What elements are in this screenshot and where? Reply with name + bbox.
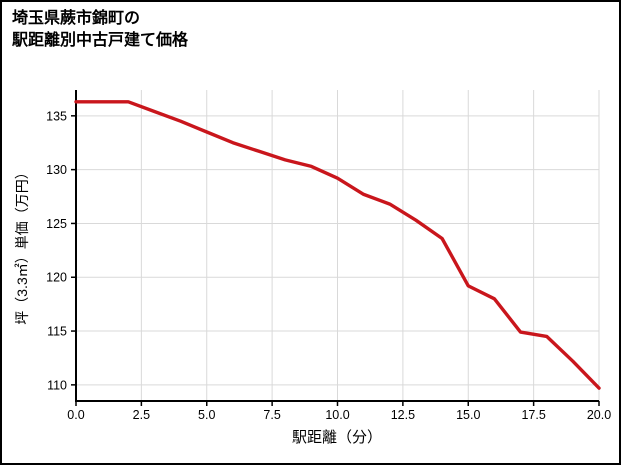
chart-title: 埼玉県蕨市錦町の 駅距離別中古戸建て価格 (12, 8, 188, 52)
chart-title-line1: 埼玉県蕨市錦町の (12, 10, 141, 27)
x-axis-label: 駅距離（分） (291, 429, 383, 446)
y-tick-label: 125 (46, 217, 67, 231)
y-tick-label: 115 (47, 325, 67, 339)
x-tick-label: 10.0 (325, 408, 349, 422)
y-tick-label: 130 (46, 163, 67, 177)
chart-title-line2: 駅距離別中古戸建て価格 (12, 32, 189, 49)
y-tick-label: 135 (46, 109, 67, 123)
x-tick-label: 12.5 (391, 408, 415, 422)
x-tick-label: 2.5 (133, 408, 150, 422)
y-tick-label: 110 (47, 378, 67, 392)
x-tick-label: 15.0 (456, 408, 480, 422)
price-line (74, 100, 601, 390)
x-tick-label: 0.0 (67, 408, 84, 422)
x-tick-label: 17.5 (521, 408, 545, 422)
x-tick-label: 20.0 (587, 408, 611, 422)
y-tick-label: 120 (46, 271, 67, 285)
y-axis-label: 坪（3.3㎡）単価（万円） (14, 165, 30, 325)
x-tick-label: 5.0 (198, 408, 215, 422)
x-tick-label: 7.5 (263, 408, 280, 422)
